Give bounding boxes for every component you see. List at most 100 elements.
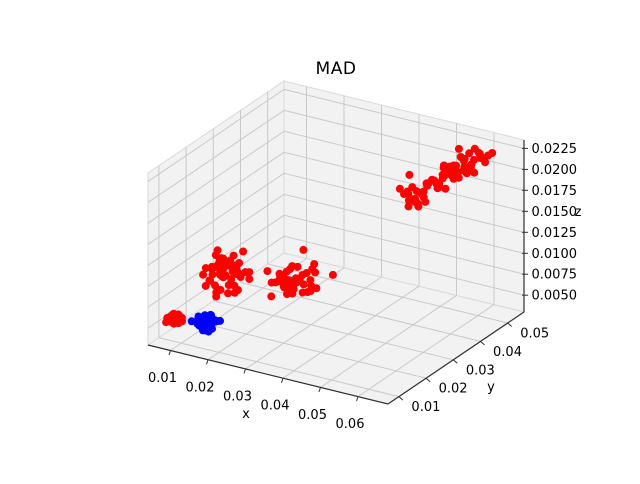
scatter-point-cluster-red-upper-right [470,144,479,153]
scatter-point-cluster-red-center [283,282,292,291]
scatter-point-cluster-red-center [289,285,298,294]
scatter-point-cluster-red-left-mid [241,268,250,277]
scatter-point-cluster-red-left-mid [218,267,227,276]
scatter-point-cluster-red-upper-right [404,189,413,198]
scatter-point-cluster-red-center [283,276,292,285]
y-tick-mark [425,377,431,383]
grid-line-z-left-wall [147,151,285,245]
x-tick-label: 0.06 [336,417,365,432]
y-axis-spine [387,311,525,405]
scatter-point-cluster-red-left-mid [225,261,233,270]
z-tick-label: 0.0200 [532,163,578,178]
scatter-point-cluster-red-upper-right [460,154,469,163]
grid-line-x-floor [282,285,420,379]
scatter-point-cluster-red-left-mid [213,246,222,255]
axis-spines [147,140,525,405]
grid-line-y-floor [213,300,454,361]
scatter-point-cluster-red-left-mid [209,263,218,272]
scatter-point-cluster-red-center [312,284,321,293]
grid-line-x-floor [207,267,345,361]
scatter-point-cluster-red-center [302,269,311,277]
grid-line-z-left-wall [147,172,285,266]
z-tick-label: 0.0050 [532,289,578,304]
grid-line-y-floor [240,281,481,342]
scatter-point-cluster-red-left-mid [235,259,244,267]
x-tick-mark [318,387,321,393]
x-tick-mark [281,378,284,383]
x-tick-mark [206,359,209,365]
y-tick-label: 0.04 [493,345,522,360]
scatter-point-cluster-red-upper-right [478,154,486,163]
chart-title: MAD [316,59,357,79]
scatter-point-cluster-red-left-mid [212,292,221,301]
y-tick-label: 0.01 [411,400,440,415]
scatter-point-cluster-red-left-mid [224,289,232,298]
y-tick-label: 0.02 [439,382,468,397]
scatter-point-cluster-red-upper-right [466,163,475,172]
scatter-point-cluster-red-upper-right [465,149,474,158]
scatter-point-cluster-red-upper-right [438,170,447,179]
grid-line-z-right-wall [283,214,525,275]
scatter-point-cluster-blue [187,317,196,326]
grid-lines [147,86,525,398]
x-axis-label: x [242,407,250,422]
scatter-point-cluster-red-center [310,260,319,269]
scatter-point-cluster-red-upper-right [404,202,413,211]
scatter-point-cluster-red-center [275,276,284,285]
scatter-point-cluster-red-upper-right [441,184,450,193]
scatter-point-cluster-red-left-mid [227,275,236,284]
scatter-point-cluster-red-center [292,275,301,284]
grid-line-y-floor [158,337,400,398]
y-tick-mark [480,341,485,346]
z-tick-label: 0.0125 [532,226,578,241]
grid-line-y-floor [185,318,427,379]
grid-line-z-left-wall [147,193,285,287]
scatter-point-cluster-red-upper-right [432,180,441,189]
y-tick-mark [507,322,513,327]
z-axis-label: z [575,205,582,220]
x-tick-label: 0.05 [298,408,327,423]
y-tick-mark [452,359,458,364]
scatter-point-cluster-red-upper-right [405,170,414,179]
x-tick-label: 0.01 [148,371,177,386]
z-tick-label: 0.0225 [532,142,578,157]
y-axis-label: y [487,380,495,395]
grid-line-z-right-wall [283,235,525,296]
scatter-point-cluster-red-upper-right [422,179,431,188]
grid-line-z-right-wall [283,172,525,233]
scatter-point-cluster-red-center [282,267,291,276]
scatter-point-cluster-blue [204,321,213,330]
grid-line-x-floor [245,276,382,370]
scatter-point-cluster-red-center [306,276,315,285]
scatter-point-cluster-red-left-mid [239,247,248,256]
scatter-point-cluster-red-center [328,270,337,279]
grid-line-z-left-wall [147,88,285,182]
tick-marks [168,147,528,402]
x-axis-spine [147,344,389,405]
scatter-point-cluster-red-left-mid [216,285,225,294]
grid-line-z-right-wall [283,193,525,254]
y-tick-mark [398,396,404,401]
scatter-point-cluster-red-small-left [162,318,171,327]
grid-line-z-right-wall [283,88,525,149]
scatter-point-cluster-red-left-mid [199,270,208,279]
y-tick-label: 0.05 [520,327,549,342]
scatter-point-cluster-red-left-mid [201,264,210,273]
scatter-point-cluster-red-small-left [169,309,178,318]
scatter-point-cluster-red-left-mid [233,286,242,294]
scatter-point-cluster-red-left-mid [245,275,254,283]
scatter-point-cluster-red-center [267,292,276,301]
scatter-point-cluster-red-center [299,245,308,254]
x-tick-label: 0.03 [223,390,252,405]
scatter-point-cluster-red-upper-right [421,197,430,206]
grid-line-x-floor [320,294,457,388]
scatter-point-cluster-red-center [298,288,307,297]
scatter-point-cluster-red-left-mid [205,276,214,285]
x-tick-mark [356,396,359,402]
grid-line-z-right-wall [283,130,525,191]
x-tick-label: 0.02 [186,380,215,395]
z-tick-label: 0.0100 [532,247,578,262]
tick-labels: 0.01 0.02 0.03 0.04 0.05 0.06 0.01 0.02 0.03 0.04… [148,142,577,432]
